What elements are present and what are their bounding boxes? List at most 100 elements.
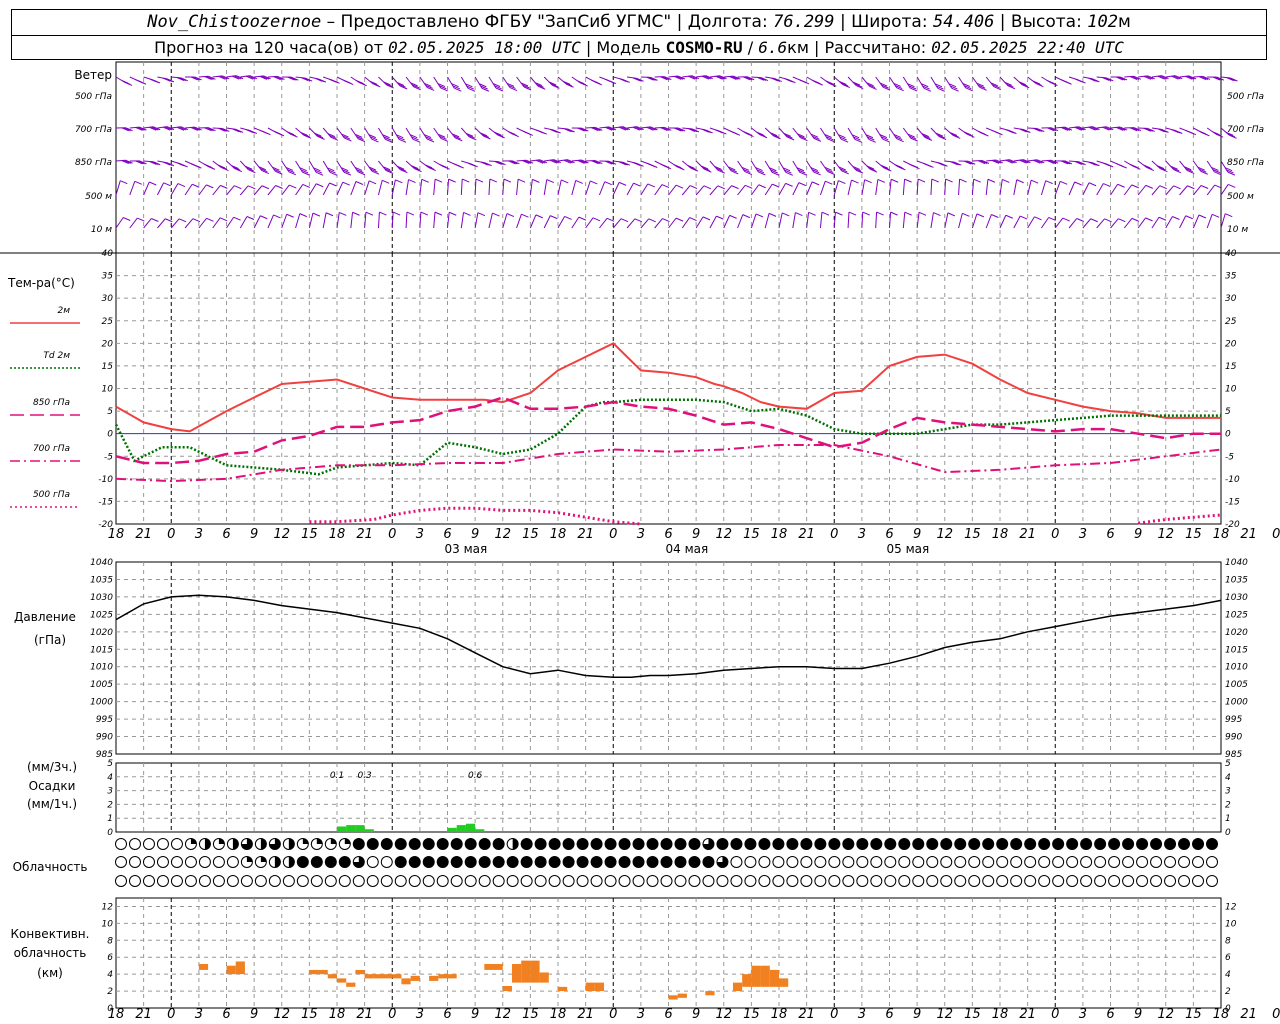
wind-barb-feather (575, 179, 583, 184)
wind-barb-feather (1171, 75, 1179, 80)
wind-barb-feather (973, 178, 981, 183)
wind-barb-feather (909, 135, 917, 140)
wind-barb-feather (275, 170, 283, 175)
wind-barb-feather (755, 213, 764, 218)
cloud-symbol (366, 856, 379, 868)
wind-barb (295, 184, 304, 196)
wind-barb-feather (206, 184, 214, 189)
wind-barb-feather (934, 83, 943, 88)
wind-barb-feather (506, 82, 515, 87)
conv-bar (327, 974, 337, 979)
wind-barb-feather (275, 76, 283, 81)
wind-barb (833, 212, 836, 229)
x-tick-hour: 0 (1051, 1007, 1059, 1022)
wind-barb-feather (966, 160, 974, 165)
cloud-symbol-fill (218, 838, 225, 844)
wind-barb (1220, 213, 1226, 229)
cloud-symbol (1164, 875, 1177, 887)
wind-barb-feather (1062, 160, 1071, 165)
wind-barb-feather (272, 166, 280, 171)
wind-barb-feather (379, 211, 387, 216)
wind-barb-feather (149, 160, 157, 165)
wind-barb (681, 217, 690, 229)
t500-line (309, 506, 642, 526)
cloud-symbol (856, 838, 869, 850)
wind-barb-feather (1019, 159, 1027, 164)
wind-barb-feather (935, 132, 944, 137)
conv-bar (364, 974, 374, 979)
cloud-symbol (1038, 875, 1051, 887)
wind-barb-feather (194, 76, 202, 81)
wind-barb-feather (882, 86, 891, 91)
conv-bar (226, 965, 236, 975)
wind-barb-feather (1005, 129, 1013, 134)
wind-barb-feather (660, 127, 668, 132)
cloud-symbol (352, 838, 365, 850)
wind-barb-feather (151, 218, 159, 222)
cloud-symbol (884, 856, 897, 868)
wind-barb-feather (1016, 179, 1024, 184)
cloud-symbol-fill (232, 838, 239, 850)
wind-barb-feather (622, 126, 631, 131)
cloud-symbol (492, 875, 505, 887)
t850-line (115, 396, 1221, 465)
wind-barb-feather (1088, 77, 1096, 82)
wind-barb-feather (1117, 76, 1126, 81)
wind-barb-feather (302, 171, 310, 176)
wind-barb-feather (1224, 167, 1233, 172)
wind-barb (626, 182, 634, 196)
wind-barb-feather (923, 135, 931, 139)
cloud-symbol (478, 856, 491, 868)
wind-barb-feather (1050, 159, 1059, 164)
x-tick-hour: 21 (577, 527, 594, 542)
cloud-symbol (212, 875, 225, 887)
wind-barb (1123, 184, 1133, 196)
wind-barb-feather (177, 183, 186, 188)
wind-barb-feather (677, 127, 686, 132)
wind-barb-feather (424, 164, 433, 169)
temp-ytick-right: 25 (1225, 317, 1237, 327)
wind-barb-feather (208, 75, 216, 80)
cloud-symbol (1164, 856, 1177, 868)
wind-barb-feather (1228, 183, 1236, 188)
wind-barb-feather (650, 76, 658, 81)
x-tick-hour: 6 (885, 527, 893, 542)
model-label: Модель (596, 38, 661, 57)
x-tick-hour: 21 (1240, 1007, 1257, 1022)
wind-barb-feather (221, 167, 229, 172)
wind-barb-feather (413, 86, 421, 91)
cloud-symbol (702, 875, 715, 887)
wind-barb-feather (660, 76, 668, 81)
wind-barb (322, 212, 327, 229)
wind-barb-feather (1172, 216, 1180, 220)
cloud-symbol (1206, 856, 1219, 868)
cloud-symbol (716, 875, 729, 887)
wind-barb-feather (537, 159, 546, 164)
x-tick-hour: 12 (936, 527, 953, 542)
wind-barb-feather (315, 171, 324, 176)
wind-barb-feather (421, 178, 429, 183)
wind-barb-feather (577, 159, 585, 164)
wind-barb-feather (354, 166, 363, 171)
wind-barb-feather (758, 171, 766, 176)
wind-barb-feather (632, 126, 640, 131)
wind-barb (350, 181, 357, 196)
wind-barb (599, 217, 608, 229)
prec-ytick-right: 3 (1225, 787, 1231, 797)
wind-barb-feather (618, 126, 627, 131)
wind-barb-feather (1046, 160, 1055, 164)
x-tick-hour: 15 (743, 1007, 760, 1022)
wind-barb-feather (977, 130, 986, 135)
wind-barb-feather (420, 211, 429, 216)
wind-barb (1027, 216, 1035, 229)
wind-barb-feather (190, 126, 199, 131)
wind-barb-feather (923, 87, 932, 92)
cloud-symbol-fill (288, 838, 295, 850)
wind-barb-feather (949, 132, 958, 136)
cloud-symbol (436, 838, 449, 850)
wind-barb-feather (782, 212, 790, 217)
wind-barb-feather (840, 82, 849, 87)
wind-barb-feather (967, 160, 976, 165)
wind-barb-feather (936, 161, 944, 166)
precip-bar (465, 823, 476, 832)
